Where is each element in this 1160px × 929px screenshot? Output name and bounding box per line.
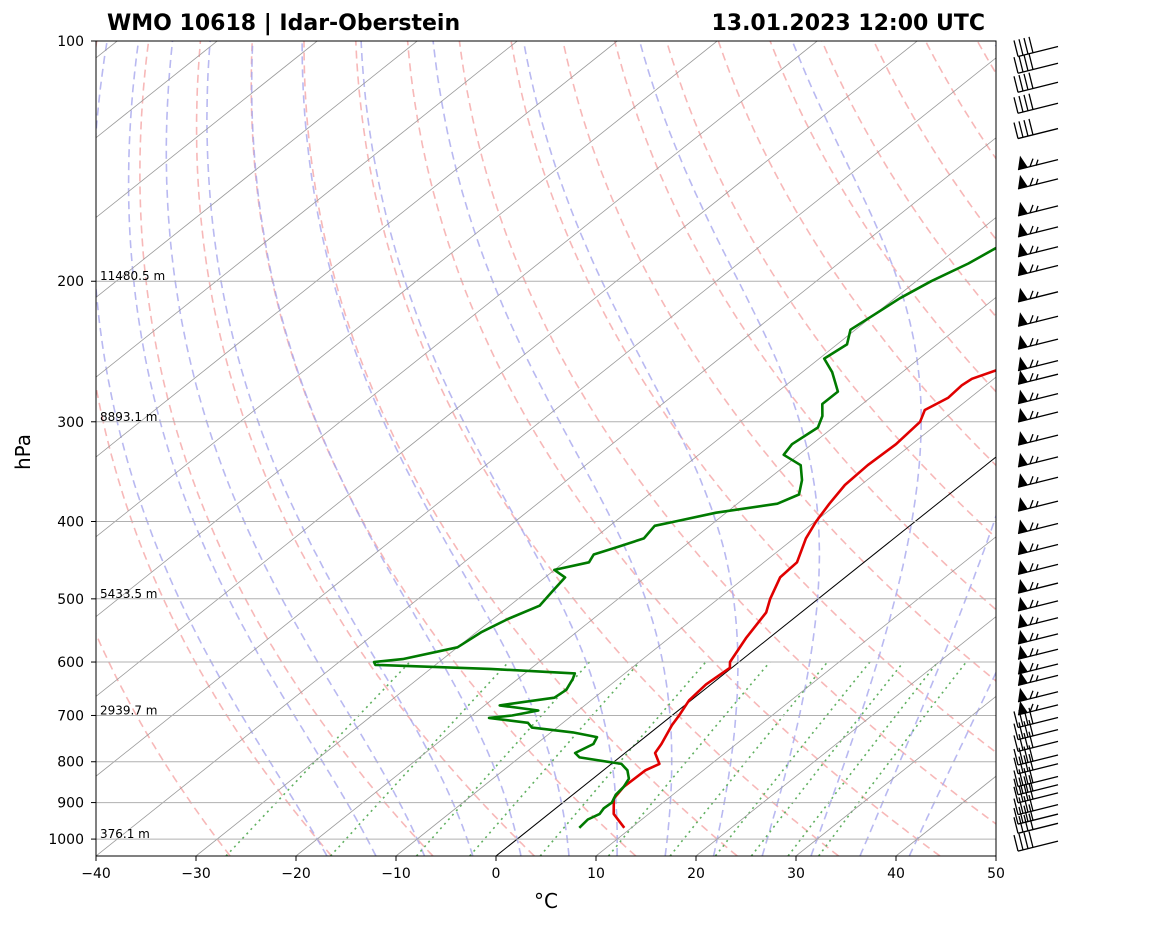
y-tick-label: 400: [57, 514, 84, 530]
y-axis-label: hPa: [11, 434, 35, 470]
height-label: 11480.5 m: [100, 269, 165, 283]
y-tick-label: 800: [57, 755, 84, 771]
x-axis-label: °C: [534, 889, 558, 913]
y-tick-label: 100: [57, 34, 84, 50]
height-label: 376.1 m: [100, 827, 150, 841]
height-label: 2939.7 m: [100, 704, 158, 718]
y-tick-label: 200: [57, 274, 84, 290]
x-tick-label: 30: [787, 866, 805, 882]
x-tick-label: −30: [181, 866, 211, 882]
y-tick-label: 900: [57, 796, 84, 812]
x-tick-label: 10: [587, 866, 605, 882]
y-tick-label: 500: [57, 592, 84, 608]
x-tick-label: −20: [281, 866, 311, 882]
y-tick-label: 700: [57, 708, 84, 724]
y-tick-label: 600: [57, 655, 84, 671]
chart-title-time: 13.01.2023 12:00 UTC: [711, 11, 985, 36]
y-tick-label: 1000: [48, 832, 84, 848]
y-tick-label: 300: [57, 415, 84, 431]
height-label: 5433.5 m: [100, 587, 158, 601]
x-tick-label: 50: [987, 866, 1005, 882]
x-tick-label: 0: [492, 866, 501, 882]
x-tick-label: 40: [887, 866, 905, 882]
height-label: 8893.1 m: [100, 410, 158, 424]
x-tick-label: −40: [81, 866, 111, 882]
chart-title-station: WMO 10618 | Idar-Oberstein: [107, 11, 460, 36]
x-tick-label: −10: [381, 866, 411, 882]
x-tick-label: 20: [687, 866, 705, 882]
